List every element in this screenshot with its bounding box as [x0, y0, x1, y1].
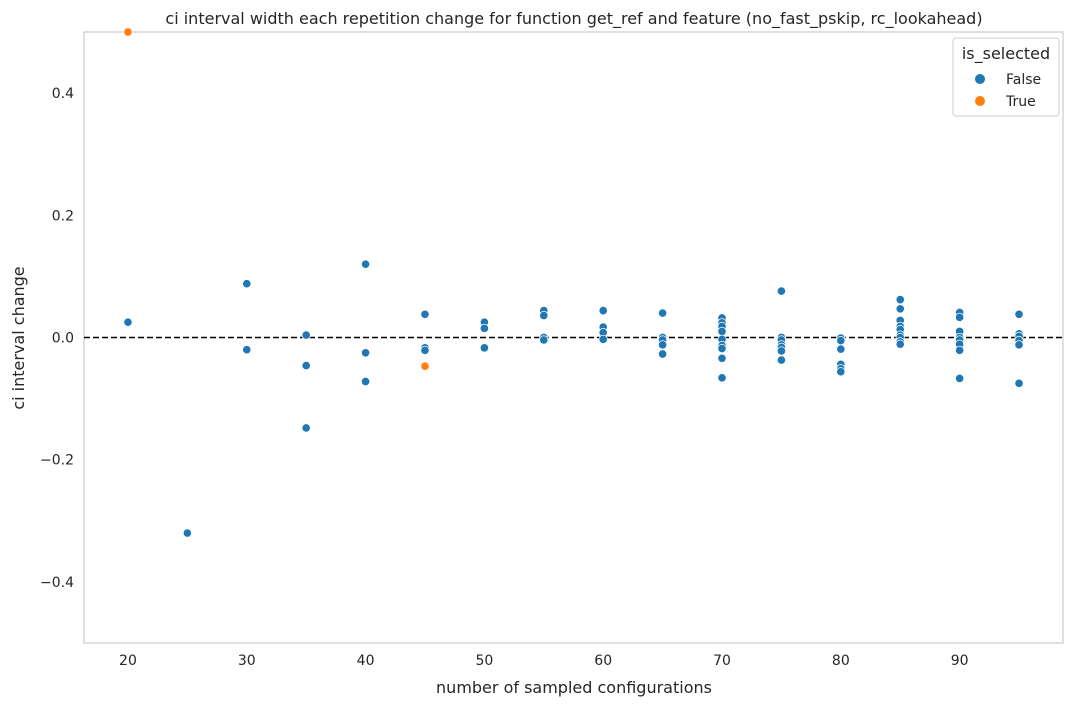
- x-tick-label: 20: [119, 653, 137, 669]
- data-point-false: [301, 423, 311, 433]
- data-point-false: [182, 528, 192, 538]
- data-point-false: [123, 317, 133, 327]
- data-point-false: [242, 345, 252, 355]
- data-point-false: [301, 330, 311, 340]
- x-tick-label: 80: [832, 653, 850, 669]
- data-point-false: [717, 343, 727, 354]
- legend-marker-false: [975, 74, 985, 84]
- data-point-false: [420, 345, 430, 355]
- data-point-false: [420, 309, 430, 319]
- data-point-false: [598, 306, 608, 316]
- y-tick-label: 0.2: [52, 208, 74, 224]
- data-point-false: [955, 373, 965, 384]
- data-point-false: [776, 355, 786, 365]
- data-point-false: [301, 361, 311, 371]
- data-points: [123, 27, 1024, 538]
- data-point-false: [895, 295, 905, 305]
- data-point-false: [539, 335, 549, 345]
- data-point-false: [955, 345, 965, 355]
- y-tick-label: −0.4: [40, 575, 74, 591]
- y-axis-ticks: −0.4 −0.2 0.0 0.2 0.4: [40, 86, 74, 591]
- data-point-false: [479, 323, 489, 333]
- data-point-false: [955, 312, 965, 322]
- data-point-false: [1014, 378, 1024, 388]
- data-point-false: [361, 376, 371, 387]
- legend: is_selected False True: [952, 37, 1060, 117]
- legend-title: is_selected: [962, 44, 1050, 64]
- data-point-false: [776, 346, 786, 356]
- legend-label-true: True: [1005, 94, 1036, 110]
- data-point-false: [361, 259, 371, 269]
- legend-marker-true: [975, 96, 985, 106]
- x-tick-label: 50: [475, 653, 493, 669]
- x-tick-label: 60: [594, 653, 612, 669]
- y-tick-label: 0.0: [52, 331, 74, 347]
- data-point-false: [361, 348, 371, 358]
- data-point-false: [479, 343, 489, 353]
- data-point-false: [658, 340, 668, 350]
- data-point-false: [776, 286, 786, 296]
- data-point-false: [895, 339, 905, 349]
- data-point-false: [895, 304, 905, 314]
- data-point-false: [717, 373, 727, 383]
- data-point-false: [836, 335, 846, 346]
- legend-entries: False True: [975, 72, 1041, 110]
- x-tick-label: 90: [951, 653, 969, 669]
- data-point-false: [836, 344, 846, 354]
- x-axis-ticks: 20 30 40 50 60 70 80 90: [119, 653, 969, 669]
- x-tick-label: 30: [238, 653, 256, 669]
- data-point-false: [717, 353, 727, 363]
- y-axis-label: ci interval change: [9, 266, 28, 409]
- data-point-false: [598, 334, 608, 344]
- data-point-false: [539, 310, 549, 321]
- y-tick-label: −0.2: [40, 453, 74, 469]
- chart-title: ci interval width each repetition change…: [165, 9, 982, 29]
- data-point-false: [1014, 309, 1024, 319]
- x-axis-label: number of sampled configurations: [436, 678, 712, 697]
- data-point-false: [717, 326, 727, 336]
- x-tick-label: 40: [357, 653, 375, 669]
- data-point-false: [242, 279, 252, 289]
- x-tick-label: 70: [713, 653, 731, 669]
- data-point-true: [123, 27, 133, 37]
- data-point-false: [658, 308, 668, 318]
- data-point-false: [1014, 340, 1024, 350]
- data-point-false: [836, 367, 846, 377]
- data-point-false: [658, 349, 668, 359]
- data-point-true: [420, 361, 430, 371]
- legend-label-false: False: [1006, 72, 1041, 88]
- y-tick-label: 0.4: [52, 86, 74, 102]
